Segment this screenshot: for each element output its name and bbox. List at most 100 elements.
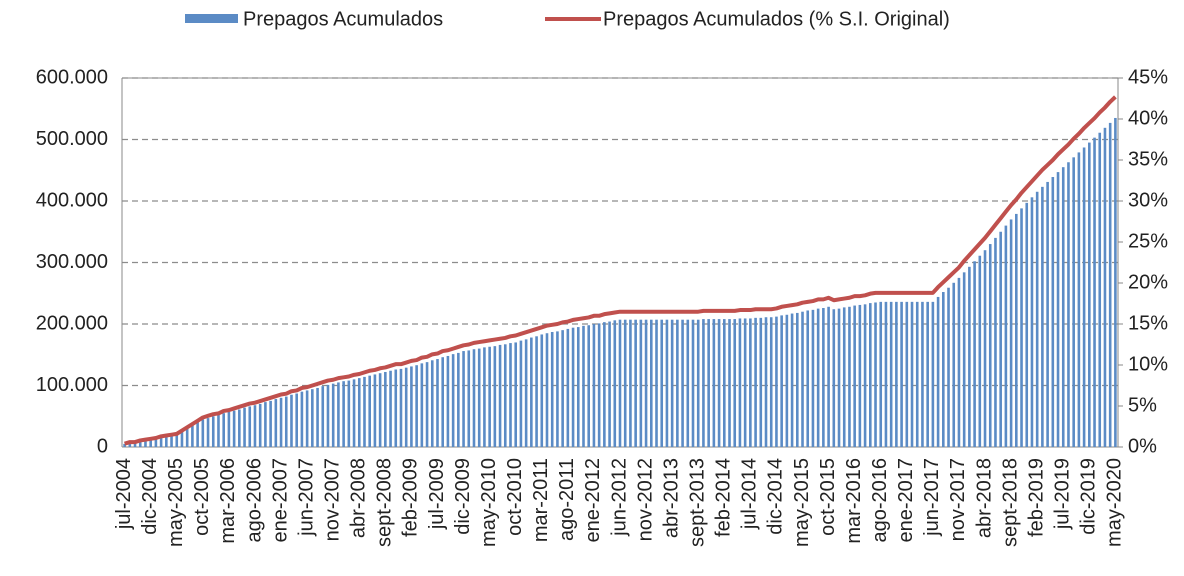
bar: [994, 237, 997, 447]
x-tick-label: oct-2015: [817, 458, 839, 536]
bar: [347, 380, 351, 447]
x-tick-label: ene-2017: [895, 458, 917, 543]
bar: [1030, 197, 1034, 447]
bar: [608, 321, 611, 447]
bar: [185, 428, 189, 447]
bar: [874, 302, 877, 447]
bar: [785, 314, 789, 447]
bar: [128, 442, 132, 447]
bar: [232, 410, 236, 447]
y-tick-label: 500.000: [36, 128, 108, 150]
bar: [1051, 177, 1055, 447]
x-tick-label: ago-2006: [243, 458, 265, 543]
bar: [869, 303, 872, 447]
y2-tick-label: 0%: [1128, 435, 1157, 457]
bar: [1103, 127, 1107, 447]
bar: [284, 396, 288, 447]
bar: [571, 327, 575, 447]
bar: [331, 383, 335, 447]
bar: [352, 379, 356, 447]
legend-swatch: [185, 14, 238, 23]
bar: [530, 337, 533, 447]
bar: [165, 436, 168, 447]
bar: [629, 319, 632, 447]
bar: [196, 422, 199, 447]
bar: [159, 437, 163, 447]
bar: [670, 319, 674, 447]
bar: [295, 393, 298, 447]
bar: [535, 336, 538, 447]
bar: [775, 316, 778, 447]
bar: [357, 378, 361, 447]
y-tick-label: 300.000: [36, 251, 108, 273]
bar: [947, 287, 950, 447]
x-tick-label: oct-2010: [504, 458, 526, 536]
bar: [968, 266, 971, 447]
bar: [957, 277, 961, 447]
bar: [936, 296, 940, 447]
bar: [342, 381, 345, 447]
bar: [404, 367, 408, 447]
bar: [170, 435, 173, 447]
bar: [222, 413, 225, 447]
x-tick-label: jun-2012: [608, 458, 630, 537]
bar: [144, 440, 147, 447]
legend-label: Prepagos Acumulados (% S.I. Original): [603, 8, 950, 30]
bar: [806, 310, 810, 447]
bar: [326, 384, 330, 447]
x-tick-label: jun-2007: [295, 458, 317, 537]
bar: [623, 319, 627, 447]
x-tick-label: dic-2014: [765, 458, 787, 535]
bar: [613, 320, 617, 447]
y2-tick-label: 35%: [1128, 148, 1168, 170]
bar: [863, 304, 867, 447]
x-tick-label: nov-2007: [321, 458, 343, 541]
bar: [1108, 122, 1112, 448]
bar: [905, 301, 909, 447]
bar: [816, 308, 820, 447]
x-tick-label: dic-2009: [452, 458, 474, 535]
bar: [1061, 167, 1065, 448]
bar: [217, 415, 220, 447]
x-tick-label: dic-2004: [139, 458, 161, 535]
bar: [915, 301, 919, 447]
bar: [707, 319, 710, 447]
bar: [780, 315, 783, 447]
legend-label: Prepagos Acumulados: [243, 8, 443, 30]
bar: [201, 419, 205, 447]
bar: [660, 319, 664, 447]
bar: [384, 371, 387, 447]
bar: [441, 357, 445, 447]
bar: [394, 369, 398, 447]
bar: [138, 440, 142, 447]
x-tick-label: nov-2012: [634, 458, 656, 541]
x-tick-label: feb-2014: [713, 458, 735, 537]
bar: [717, 319, 721, 447]
bar: [749, 318, 752, 447]
bar: [884, 301, 888, 447]
bar: [597, 323, 601, 447]
bar: [676, 319, 679, 447]
x-tick-label: sept-2013: [687, 458, 709, 547]
bar: [509, 343, 512, 447]
x-tick-label: ene-2012: [582, 458, 604, 543]
y-tick-label: 200.000: [36, 312, 108, 334]
bar: [451, 354, 455, 447]
bar: [973, 261, 976, 447]
x-tick-label: mar-2016: [843, 458, 865, 544]
bar: [1114, 117, 1117, 447]
bar: [561, 330, 564, 447]
bar: [316, 387, 319, 447]
bar: [931, 301, 935, 447]
bar: [1009, 219, 1013, 447]
bar: [1077, 152, 1081, 448]
x-tick-label: feb-2019: [1025, 458, 1047, 537]
y-tick-label: 100.000: [36, 374, 108, 396]
bar: [795, 312, 799, 447]
bar: [483, 347, 486, 447]
bar: [477, 348, 481, 447]
bar: [206, 418, 210, 447]
bar: [337, 382, 340, 447]
x-tick-label: abr-2018: [973, 458, 995, 538]
